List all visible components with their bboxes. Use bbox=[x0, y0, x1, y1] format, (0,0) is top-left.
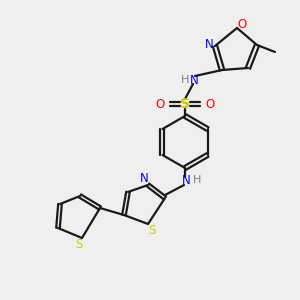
Text: N: N bbox=[190, 74, 198, 86]
Text: S: S bbox=[180, 97, 190, 111]
Text: O: O bbox=[237, 17, 247, 31]
Text: N: N bbox=[182, 173, 190, 187]
Text: S: S bbox=[75, 238, 83, 250]
Text: O: O bbox=[206, 98, 214, 110]
Text: H: H bbox=[193, 175, 201, 185]
Text: H: H bbox=[181, 75, 189, 85]
Text: N: N bbox=[205, 38, 213, 50]
Text: S: S bbox=[148, 224, 156, 236]
Text: O: O bbox=[155, 98, 165, 110]
Text: N: N bbox=[140, 172, 148, 185]
